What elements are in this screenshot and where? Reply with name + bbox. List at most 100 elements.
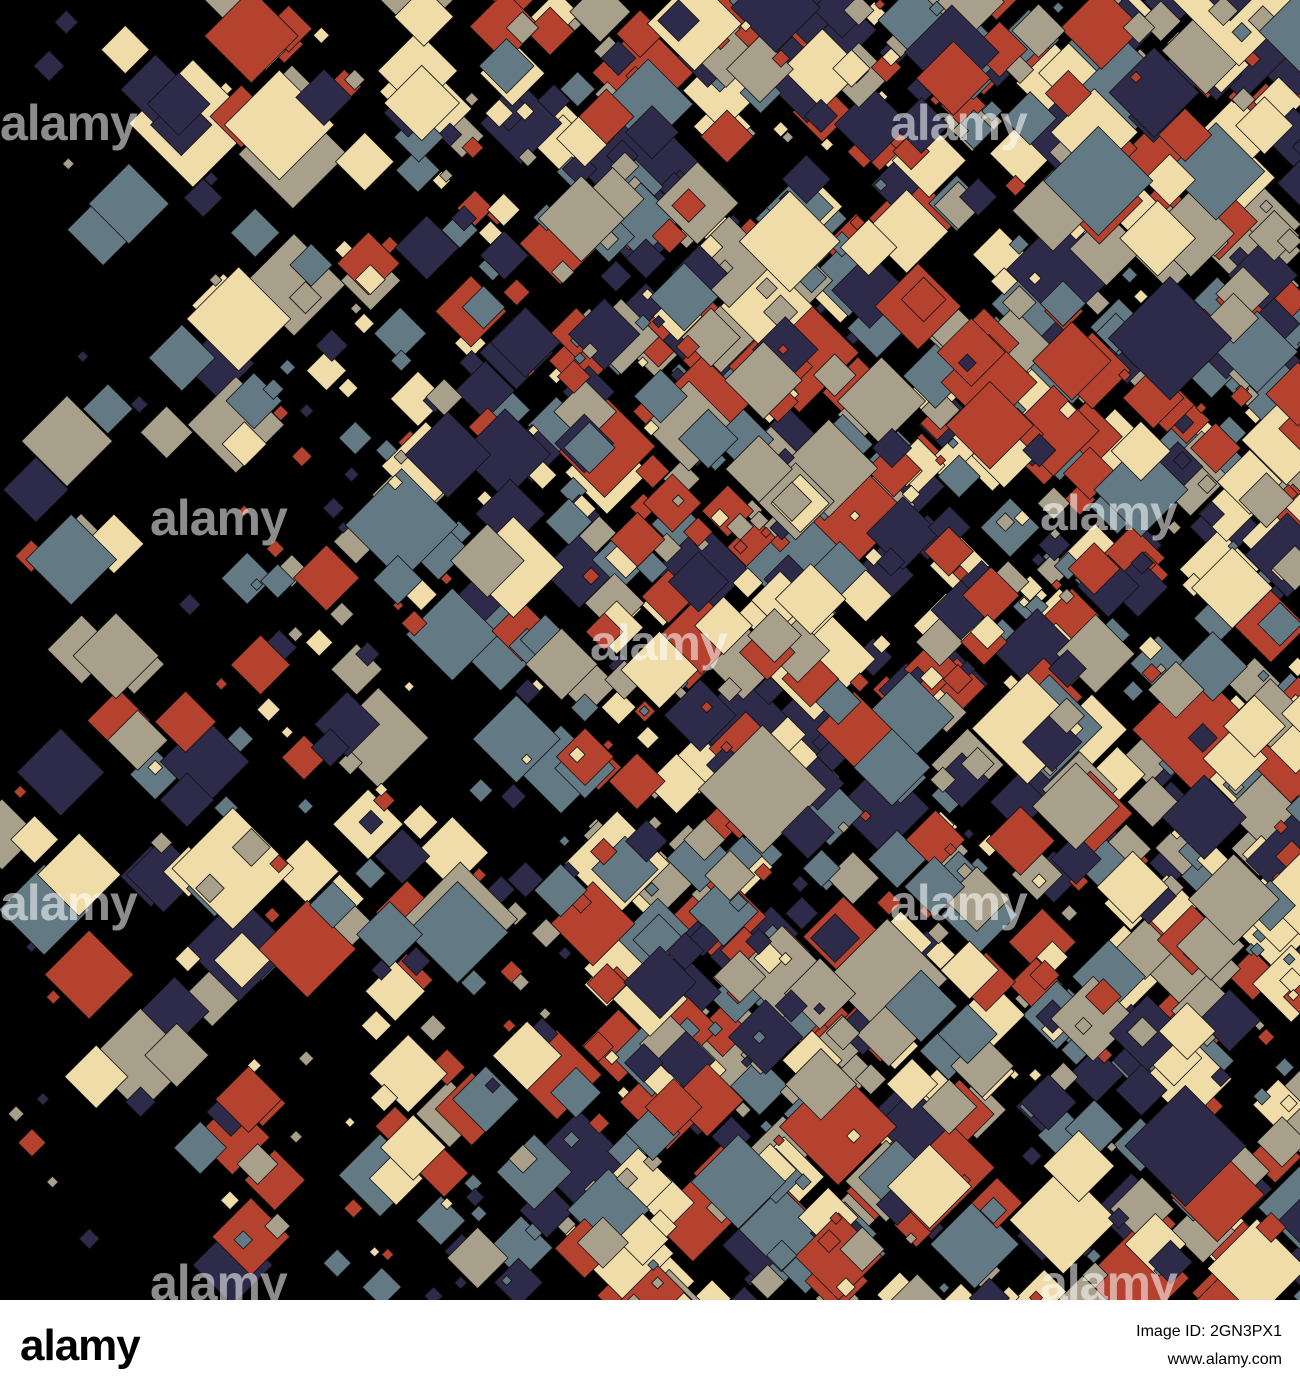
diamond [650, 1276, 665, 1290]
diamond [573, 352, 587, 365]
diamond [730, 1056, 790, 1116]
diamond [600, 40, 637, 77]
diamond [904, 1232, 918, 1245]
diamond [871, 634, 892, 654]
diamond [154, 690, 217, 753]
diamond [1273, 819, 1289, 835]
diamond [343, 68, 366, 91]
diamond [1147, 660, 1205, 719]
diamond [76, 350, 89, 363]
diamond [1249, 942, 1265, 958]
diamond [724, 341, 803, 420]
diamond [600, 260, 632, 293]
diamond [943, 1282, 979, 1300]
diamond [401, 946, 431, 976]
diamond [400, 610, 428, 637]
diamond [501, 1274, 513, 1287]
diamond [493, 1257, 544, 1300]
diamond [1255, 1211, 1287, 1243]
diamond [1085, 290, 1111, 316]
diamond [750, 1264, 786, 1300]
diamond [590, 837, 618, 866]
diamond [1199, 501, 1225, 528]
diamond [1129, 70, 1143, 84]
diamond [979, 1196, 1008, 1225]
diamond [454, 1276, 468, 1290]
diamond [256, 697, 281, 722]
diamond [766, 1239, 798, 1272]
diamond [1198, 988, 1262, 1052]
diamond [780, 805, 835, 860]
watermark: alamy [890, 95, 1028, 151]
diamond [404, 411, 492, 499]
diamond [849, 510, 861, 522]
diamond [873, 178, 888, 192]
footer-url: www.alamy.com [1167, 1351, 1282, 1368]
diamond [329, 601, 355, 627]
diamond [602, 739, 614, 751]
diamond [951, 121, 970, 140]
diamond [395, 147, 441, 193]
diamond [452, 1065, 520, 1133]
diamond [508, 1144, 538, 1174]
diamond [636, 725, 660, 750]
diamond [489, 306, 562, 378]
diamond [724, 435, 793, 504]
diamond [148, 323, 216, 392]
diamond [1058, 400, 1078, 420]
diamond [387, 474, 404, 491]
diamond [937, 1003, 998, 1065]
diamond [358, 809, 384, 835]
diamond [969, 614, 1006, 650]
image-id: Image ID: 2GN3PX1 [1136, 1323, 1282, 1340]
diamond [368, 1246, 381, 1258]
diamond [925, 939, 956, 970]
diamond [734, 1101, 752, 1119]
diamond [747, 608, 803, 663]
diamond [208, 273, 223, 287]
diamond [295, 68, 353, 127]
diamond [82, 383, 134, 435]
diamond [1028, 1290, 1044, 1300]
diamond [1107, 1207, 1130, 1229]
diamond [1257, 669, 1270, 683]
diamond [1044, 69, 1092, 118]
diamond [1029, 959, 1061, 991]
diamond [985, 805, 1056, 876]
diamond [220, 1190, 240, 1211]
diamond [1049, 527, 1062, 540]
diamond [46, 1175, 59, 1189]
diamond [1032, 321, 1112, 401]
diamond [901, 484, 921, 504]
diamond [690, 1134, 786, 1230]
diamond [61, 157, 75, 171]
diamond [527, 424, 540, 437]
diamond [839, 218, 898, 277]
diamond [1050, 833, 1102, 885]
diamond [636, 356, 649, 369]
diamond [1133, 288, 1149, 305]
diamond [1285, 794, 1300, 824]
diamond [578, 88, 635, 145]
diamond [361, 1267, 402, 1300]
diamond [507, 861, 544, 898]
diamond [770, 532, 791, 553]
diamond [381, 1248, 395, 1262]
diamond [871, 427, 913, 469]
diamond [230, 634, 291, 696]
diamond [683, 516, 714, 547]
diamond [1036, 486, 1071, 521]
diamond [870, 51, 902, 83]
diamond [778, 951, 793, 966]
diamond [1121, 266, 1139, 284]
diamond [264, 1212, 291, 1240]
diamond [450, 523, 525, 599]
diamond [781, 154, 832, 205]
diamond [315, 329, 349, 362]
diamond [1081, 1261, 1109, 1289]
diamond [1161, 774, 1247, 860]
diamond [939, 940, 1000, 1000]
diamond [372, 789, 396, 812]
diamond [785, 896, 819, 930]
diamond [556, 359, 592, 394]
